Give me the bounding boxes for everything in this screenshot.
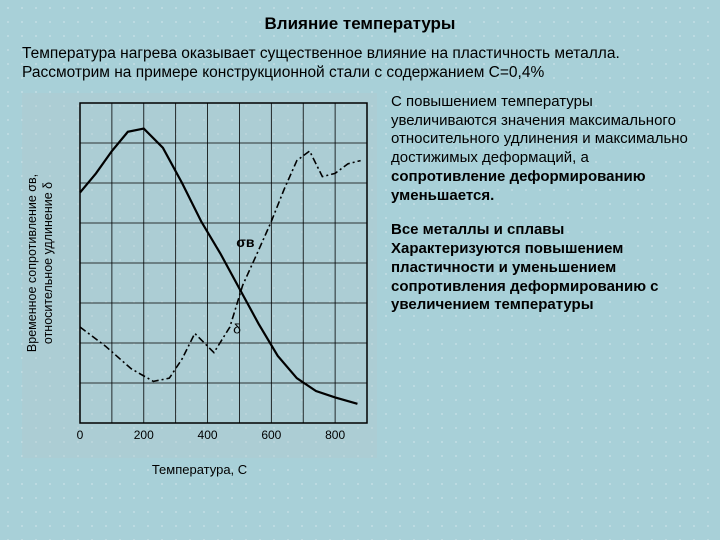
- para1-prefix: С повышением температуры увеличиваются з…: [391, 93, 688, 166]
- line-chart-svg: 0 200 400 600 800 σв δ Временное сопротивление …: [22, 93, 377, 453]
- content-row: 0 200 400 600 800 σв δ Временное сопротивление …: [22, 93, 698, 477]
- paragraph-2: Все металлы и сплавы Характеризуются пов…: [391, 221, 698, 315]
- svg-text:Временное сопротивление σв,: Временное сопротивление σв,: [25, 174, 39, 352]
- paragraph-1: С повышением температуры увеличиваются з…: [391, 93, 698, 206]
- svg-text:600: 600: [261, 428, 281, 442]
- svg-text:σв: σв: [236, 234, 255, 250]
- chart-box: 0 200 400 600 800 σв δ Временное сопротивление …: [22, 93, 377, 458]
- intro-text: Температура нагрева оказывает существенн…: [22, 44, 698, 83]
- page-title: Влияние температуры: [22, 14, 698, 34]
- svg-text:800: 800: [325, 428, 345, 442]
- para2-text: Все металлы и сплавы Характеризуются пов…: [391, 221, 659, 313]
- chart-container: 0 200 400 600 800 σв δ Временное сопротивление …: [22, 93, 377, 477]
- svg-text:0: 0: [77, 428, 84, 442]
- x-axis-label: Температура, С: [22, 462, 377, 477]
- svg-text:200: 200: [134, 428, 154, 442]
- svg-text:400: 400: [198, 428, 218, 442]
- svg-text:относительное удлинение δ: относительное удлинение δ: [41, 182, 55, 344]
- slide: Влияние температуры Температура нагрева …: [0, 0, 720, 540]
- svg-text:δ: δ: [233, 320, 241, 336]
- para1-bold: сопротивление деформированию уменьшается…: [391, 168, 646, 204]
- side-text: С повышением температуры увеличиваются з…: [391, 93, 698, 477]
